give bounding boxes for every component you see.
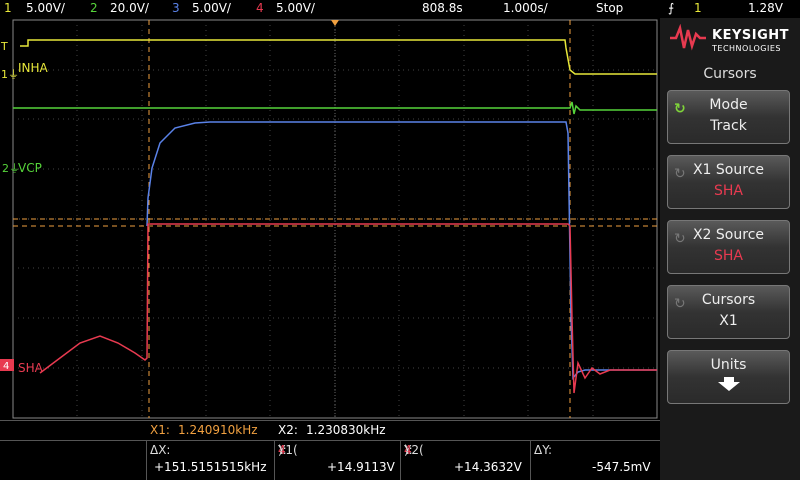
trigger-position-marker[interactable] [331,20,339,26]
y2-value: +14.3632V [454,460,522,474]
dx-label: ΔX: [150,443,171,457]
knob-icon: ↻ [674,166,686,182]
time-scale[interactable]: 1.000s/ [503,1,548,15]
ch2-ref-icon[interactable]: 2⏚ [2,162,20,175]
x2-label: X2: [278,423,298,437]
x1-label: X1: [150,423,170,437]
status-bar: 1 5.00V/ 2 20.0V/ 3 5.00V/ 4 5.00V/ 808.… [0,0,660,18]
knob-icon: ↻ [674,231,686,247]
ch1-label: INHA [18,61,48,75]
brand-sub: TECHNOLOGIES [712,44,781,53]
trigger-level: 1.28V [748,1,783,15]
softkey-label: Cursors [701,292,756,308]
dy-label: ΔY: [534,443,552,457]
ch1-ref-icon[interactable]: 1⏚ [1,68,19,81]
units-softkey[interactable]: Units [667,350,790,404]
y1-value: +14.9113V [327,460,395,474]
softkey-value: SHA [714,183,743,199]
keysight-logo: KEYSIGHT TECHNOLOGIES [668,23,792,58]
ch1-scale[interactable]: 5.00V/ [26,1,65,15]
softkey-panel: KEYSIGHT TECHNOLOGIES Cursors ↻ Mode Tra… [660,18,800,480]
cursor-readout: X1: 1.240910kHz X2: 1.230830kHz ΔX: +151… [0,420,660,480]
time-delay[interactable]: 808.8s [422,1,463,15]
trigger-info[interactable]: ⨍ 1 1.28V [660,0,800,18]
ch3-scale[interactable]: 5.00V/ [192,1,231,15]
menu-title: Cursors [703,66,757,82]
softkey-label: X2 Source [692,227,765,243]
softkey-label: X1 Source [692,162,765,178]
knob-icon: ↻ [674,101,686,117]
ch4-label: SHA [18,361,43,375]
arrow-down-icon [668,377,789,395]
x2-value: 1.230830kHz [306,423,386,437]
x1-value: 1.240910kHz [178,423,258,437]
ch2-scale[interactable]: 20.0V/ [110,1,149,15]
dx-value: +151.5151515kHz [154,460,267,474]
softkey-value: SHA [714,248,743,264]
ch2-label: VCP [18,161,42,175]
brand-name: KEYSIGHT [712,28,789,43]
ch4-trace [39,223,657,394]
mode-softkey[interactable]: ↻ Mode Track [667,90,790,144]
dy-value: -547.5mV [592,460,651,474]
softkey-label: Mode [709,97,748,113]
cursors-softkey[interactable]: ↻ Cursors X1 [667,285,790,339]
keysight-wave-icon [670,23,706,51]
x2-source-softkey[interactable]: ↻ X2 Source SHA [667,220,790,274]
ch1-number: 1 [4,1,12,15]
ch4-scale[interactable]: 5.00V/ [276,1,315,15]
ch4-number: 4 [256,1,264,15]
ch1-ground-marker[interactable]: T [0,40,8,53]
x1-source-softkey[interactable]: ↻ X1 Source SHA [667,155,790,209]
knob-icon: ↻ [674,296,686,312]
ch3-number: 3 [172,1,180,15]
trigger-edge-icon: ⨍ [668,1,675,15]
softkey-value: X1 [719,313,738,329]
waveform-display[interactable]: T 1⏚ 2⏚ 4 [0,18,660,420]
trigger-channel: 1 [694,1,702,15]
ch4-ref-icon: 4 [3,361,9,372]
ch2-number: 2 [90,1,98,15]
ch4-ref-marker[interactable] [0,359,14,371]
softkey-value: Track [710,118,747,134]
softkey-label: Units [710,357,747,373]
run-status: Stop [596,1,624,15]
ch1-trace [20,39,657,75]
ch2-trace [13,101,657,115]
